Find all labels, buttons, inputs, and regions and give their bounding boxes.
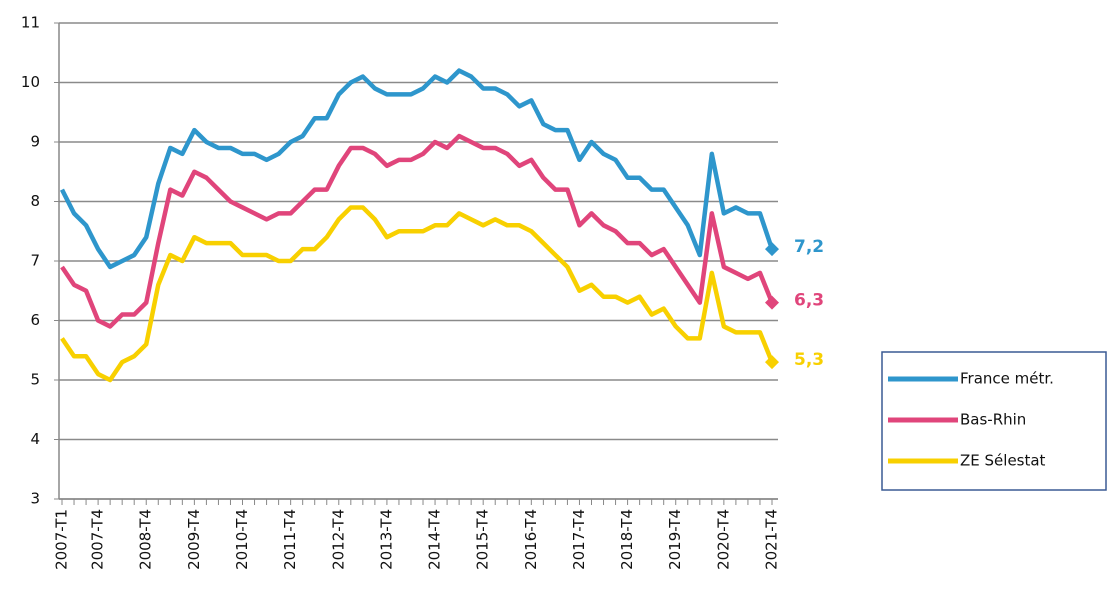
value-label: 6,3	[794, 291, 824, 311]
x-tick-label: 2020-T4	[714, 509, 732, 570]
y-tick-label: 4	[30, 430, 40, 448]
x-tick-label: 2009-T4	[185, 509, 203, 570]
x-tick-label: 2014-T4	[426, 509, 444, 570]
value-label: 5,3	[794, 350, 824, 370]
x-tick-label: 2010-T4	[233, 509, 251, 570]
x-tick-label: 2007-T1	[53, 509, 71, 570]
x-tick-label: 2008-T4	[137, 509, 155, 570]
end-marker	[765, 295, 779, 310]
legend-label: Bas-Rhin	[960, 411, 1026, 429]
end-marker	[765, 355, 779, 370]
x-tick-label: 2019-T4	[666, 509, 684, 570]
value-label: 7,2	[794, 237, 824, 257]
legend-label: France métr.	[960, 370, 1054, 388]
y-tick-label: 10	[21, 73, 40, 91]
y-tick-label: 9	[30, 133, 40, 151]
x-tick-label: 2007-T4	[89, 509, 107, 570]
x-tick-label: 2013-T4	[377, 509, 395, 570]
y-tick-label: 3	[30, 490, 40, 508]
end-marker	[765, 242, 779, 257]
x-tick-label: 2018-T4	[618, 509, 636, 570]
y-tick-label: 8	[30, 192, 40, 210]
series-line	[59, 68, 775, 270]
y-tick-label: 11	[21, 14, 40, 32]
y-tick-label: 7	[30, 252, 40, 270]
x-tick-label: 2021-T4	[763, 509, 781, 570]
y-tick-label: 5	[30, 371, 40, 389]
legend-label: ZE Sélestat	[960, 452, 1046, 470]
x-tick-label: 2016-T4	[522, 509, 540, 570]
y-tick-label: 6	[30, 311, 40, 329]
x-tick-label: 2015-T4	[474, 509, 492, 570]
x-tick-label: 2017-T4	[570, 509, 588, 570]
x-tick-label: 2012-T4	[329, 509, 347, 570]
series-line	[60, 133, 775, 329]
x-tick-label: 2011-T4	[281, 509, 299, 570]
series-line	[60, 205, 775, 383]
